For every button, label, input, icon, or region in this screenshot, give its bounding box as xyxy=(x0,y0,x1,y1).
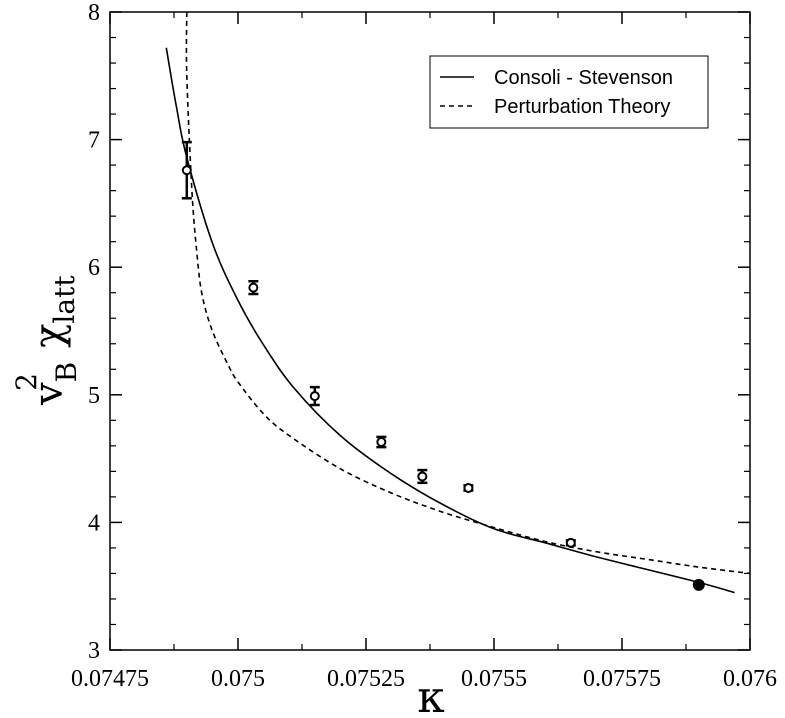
data-point xyxy=(463,482,474,493)
y-tick-label: 3 xyxy=(88,638,100,664)
perturbation-theory-curve xyxy=(185,11,751,575)
data-point xyxy=(248,282,259,293)
x-tick-label: 0.075 xyxy=(211,666,265,692)
y-axis-title-main: vBχlatt xyxy=(26,275,83,406)
x-tick-label: 0.076 xyxy=(723,666,777,692)
consoli-stevenson-curve xyxy=(165,47,735,594)
y-axis-title: vBχlatt 2 xyxy=(10,275,83,406)
y-tick-label: 7 xyxy=(88,128,100,154)
legend-box xyxy=(429,55,709,129)
y-axis-title-superscript: 2 xyxy=(10,373,43,391)
legend: Consoli - Stevenson Perturbation Theory xyxy=(429,55,709,129)
y-tick-label: 5 xyxy=(88,383,100,409)
data-point xyxy=(181,165,192,176)
legend-label-consoli-stevenson: Consoli - Stevenson xyxy=(494,67,673,89)
data-point xyxy=(376,437,387,448)
data-point xyxy=(565,537,576,548)
data-point xyxy=(417,471,428,482)
data-point xyxy=(309,391,320,402)
legend-label-perturbation-theory: Perturbation Theory xyxy=(494,96,670,118)
y-tick-label: 8 xyxy=(88,0,100,26)
x-tick-label: 0.07575 xyxy=(583,666,661,692)
x-tick-label: 0.0755 xyxy=(461,666,527,692)
x-tick-label: 0.07525 xyxy=(327,666,405,692)
x-tick-label: 0.07475 xyxy=(71,666,149,692)
y-tick-label: 6 xyxy=(88,255,100,281)
data-point xyxy=(692,578,705,591)
y-tick-label: 4 xyxy=(88,510,100,536)
x-axis-title: κ xyxy=(417,672,445,718)
